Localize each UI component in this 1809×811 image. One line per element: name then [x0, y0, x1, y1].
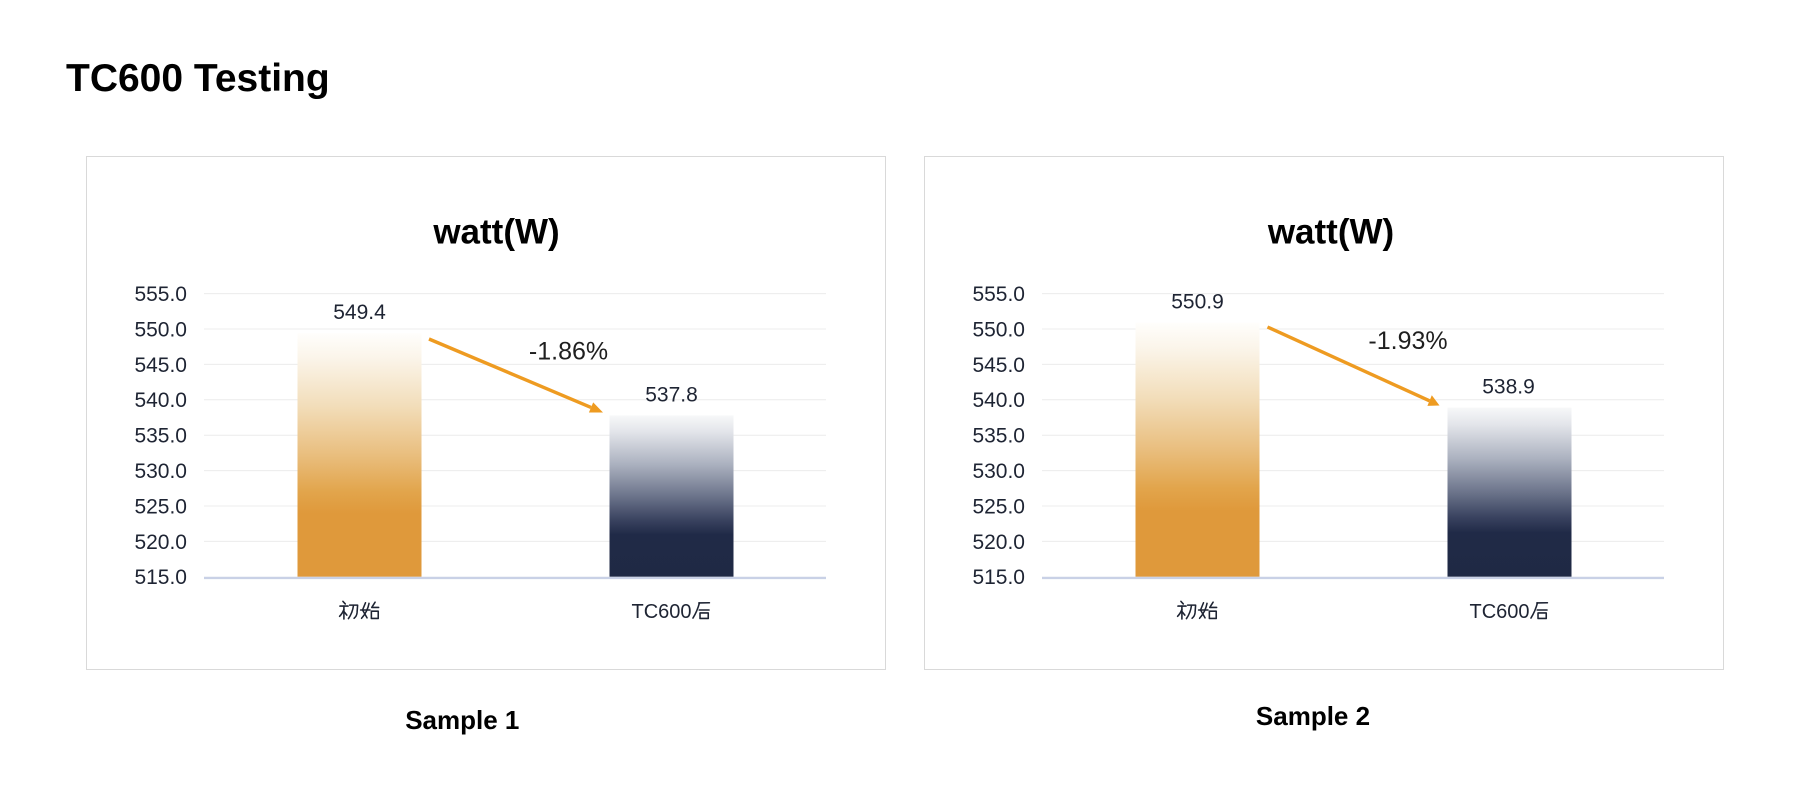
svg-text:Sample 1: Sample 1 — [405, 705, 519, 735]
svg-text:TC600: TC600 — [632, 601, 692, 623]
svg-text:515.0: 515.0 — [134, 566, 187, 589]
svg-text:550.9: 550.9 — [1171, 291, 1224, 314]
svg-text:520.0: 520.0 — [972, 531, 1025, 554]
svg-text:537.8: 537.8 — [645, 383, 698, 406]
svg-text:545.0: 545.0 — [972, 354, 1025, 377]
svg-text:530.0: 530.0 — [972, 460, 1025, 483]
svg-text:watt(W): watt(W) — [1267, 213, 1394, 252]
svg-text:watt(W): watt(W) — [432, 213, 559, 252]
svg-text:555.0: 555.0 — [972, 283, 1025, 306]
svg-text:540.0: 540.0 — [972, 389, 1025, 412]
svg-text:515.0: 515.0 — [972, 566, 1025, 589]
svg-text:549.4: 549.4 — [333, 301, 386, 324]
svg-text:TC600: TC600 — [1470, 601, 1530, 623]
svg-text:535.0: 535.0 — [134, 425, 187, 448]
svg-text:550.0: 550.0 — [134, 318, 187, 341]
svg-text:TC600 Testing: TC600 Testing — [66, 57, 330, 100]
svg-text:538.9: 538.9 — [1482, 376, 1535, 399]
svg-text:-1.93%: -1.93% — [1368, 327, 1447, 355]
svg-text:525.0: 525.0 — [972, 495, 1025, 518]
svg-text:Sample 2: Sample 2 — [1256, 701, 1370, 731]
svg-text:525.0: 525.0 — [134, 495, 187, 518]
svg-text:555.0: 555.0 — [134, 283, 187, 306]
svg-text:545.0: 545.0 — [134, 354, 187, 377]
svg-text:550.0: 550.0 — [972, 318, 1025, 341]
svg-text:530.0: 530.0 — [134, 460, 187, 483]
svg-text:-1.86%: -1.86% — [529, 337, 608, 365]
svg-text:520.0: 520.0 — [134, 531, 187, 554]
svg-text:540.0: 540.0 — [134, 389, 187, 412]
svg-text:535.0: 535.0 — [972, 425, 1025, 448]
